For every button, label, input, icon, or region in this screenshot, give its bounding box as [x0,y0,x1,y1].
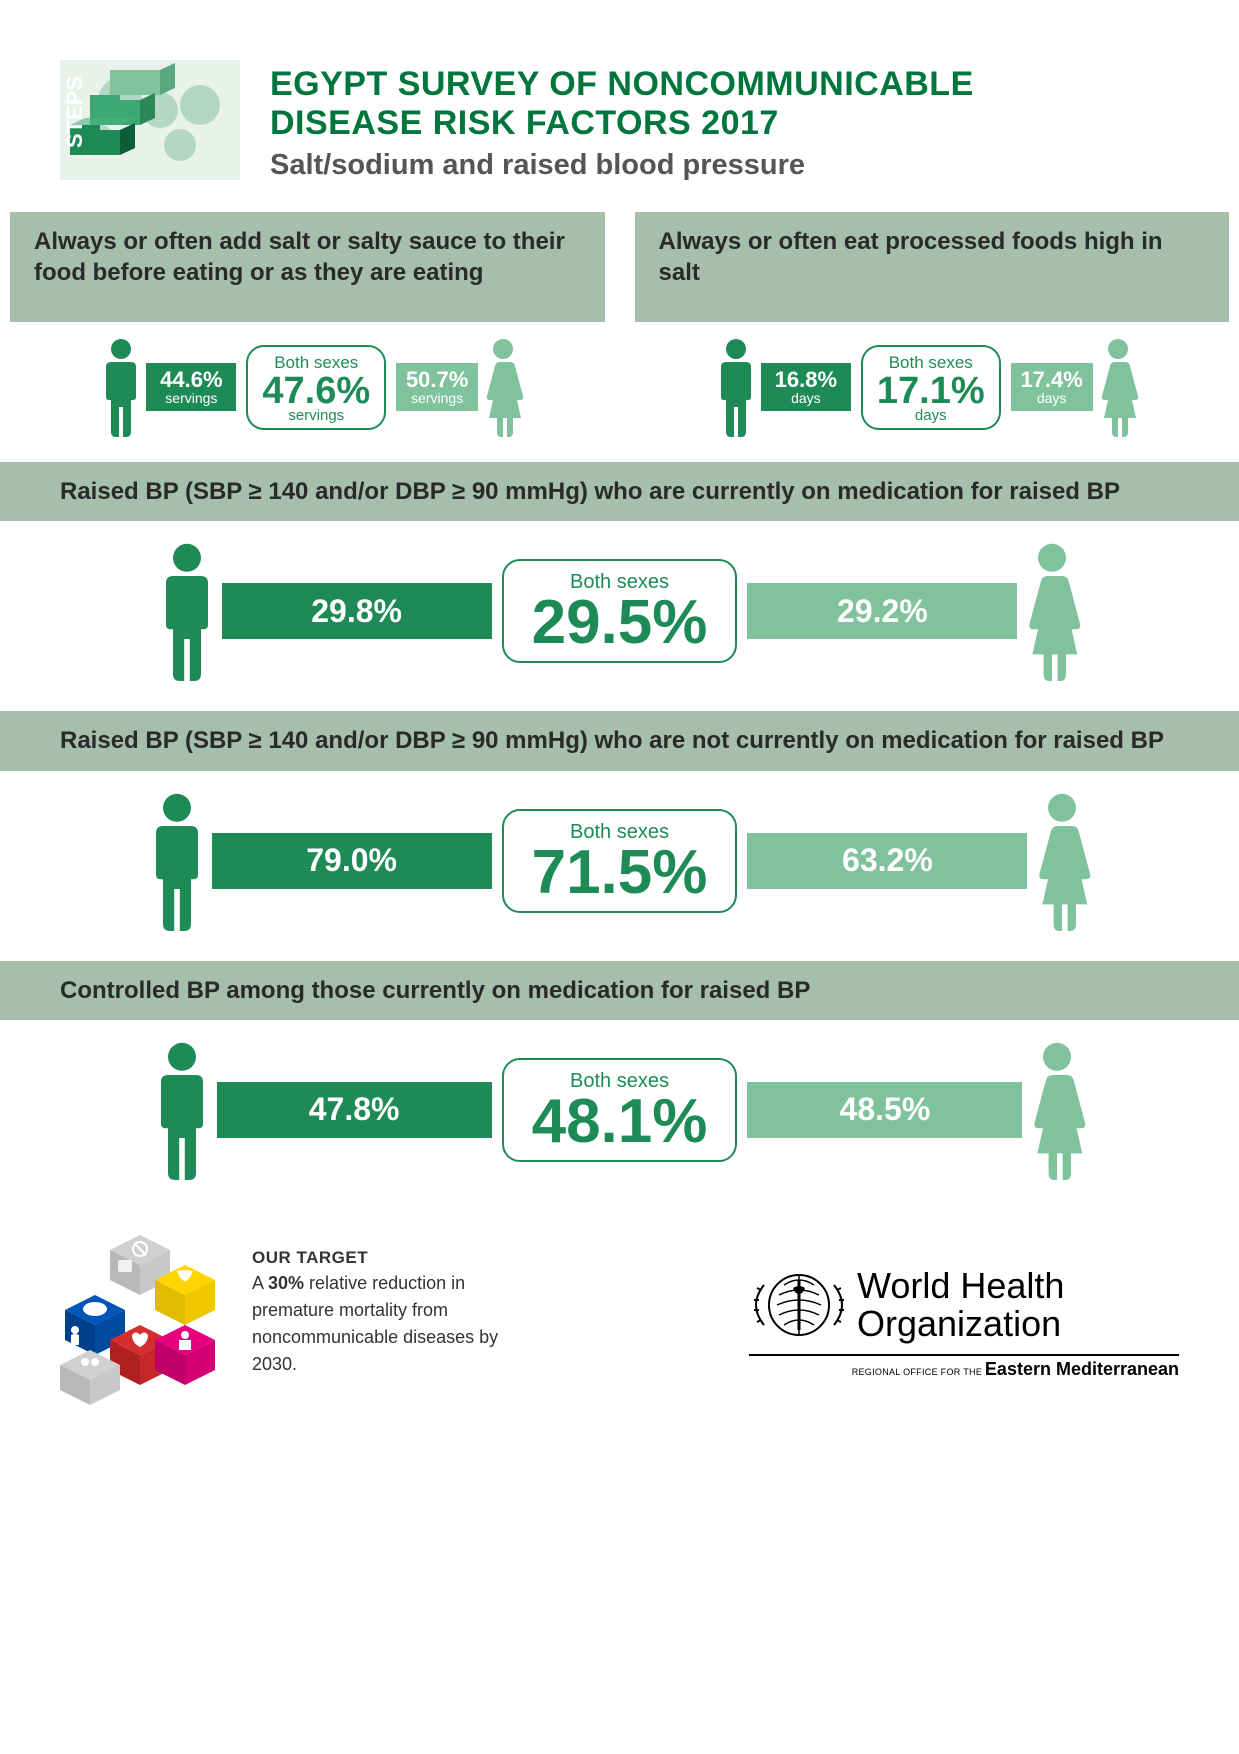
section-0-band: Raised BP (SBP ≥ 140 and/or DBP ≥ 90 mmH… [0,462,1239,521]
target-text: OUR TARGET A 30% relative reduction in p… [252,1230,512,1379]
section-1-male-bar: 79.0% [212,833,492,889]
salt-add-group: 44.6%servings Both sexes 47.6% servings … [20,337,605,437]
male-icon [711,337,761,437]
female-icon [1017,541,1087,681]
top-stats-row: 44.6%servings Both sexes 47.6% servings … [0,322,1239,462]
female-icon [1022,1040,1092,1180]
section-0-male-bar: 29.8% [222,583,492,639]
processed-both-box: Both sexes 17.1% days [861,345,1001,430]
section-2-both-box: Both sexes 48.1% [502,1058,738,1162]
male-icon [152,541,222,681]
section-2-female-bar: 48.5% [747,1082,1022,1138]
subtitle: Salt/sodium and raised blood pressure [270,149,974,182]
processed-female-bar: 17.4%days [1011,363,1093,411]
section-1-stat: 79.0% Both sexes 71.5% 63.2% [0,771,1239,961]
salt-add-both-box: Both sexes 47.6% servings [246,345,386,430]
section-0-female-bar: 29.2% [747,583,1017,639]
section-1-band: Raised BP (SBP ≥ 140 and/or DBP ≥ 90 mmH… [0,711,1239,770]
male-icon [142,791,212,931]
female-icon [1093,337,1143,437]
section-2-male-bar: 47.8% [217,1082,492,1138]
section-0-both-box: Both sexes 29.5% [502,559,738,663]
svg-text:STEPS: STEPS [62,76,87,148]
main-title-line1: EGYPT SURVEY OF NONCOMMUNICABLE [270,65,974,104]
who-region-line: REGIONAL OFFICE FOR THE Eastern Mediterr… [749,1354,1179,1380]
section-1-female-bar: 63.2% [747,833,1027,889]
main-title-line2: DISEASE RISK FACTORS 2017 [270,104,974,143]
salt-add-male-bar: 44.6%servings [146,363,236,411]
section-2-band: Controlled BP among those currently on m… [0,961,1239,1020]
top-two-col-band: Always or often add salt or salty sauce … [10,212,1229,322]
page-header: STEPS EGYPT SURVEY OF NONCOMMUNICABLE DI… [0,0,1239,212]
page-footer: OUR TARGET A 30% relative reduction in p… [0,1210,1239,1450]
who-emblem-icon [749,1260,849,1350]
panel-processed: Always or often eat processed foods high… [635,212,1230,322]
target-cubes-icon [40,1230,240,1410]
section-0-stat: 29.8% Both sexes 29.5% 29.2% [0,521,1239,711]
panel-salt-add: Always or often add salt or salty sauce … [10,212,605,322]
section-1-both-box: Both sexes 71.5% [502,809,738,913]
female-icon [478,337,528,437]
steps-logo-icon: STEPS [60,60,240,180]
male-icon [96,337,146,437]
who-logo: World Health Organization REGIONAL OFFIC… [749,1230,1179,1380]
processed-male-bar: 16.8%days [761,363,851,411]
male-icon [147,1040,217,1180]
salt-add-female-bar: 50.7%servings [396,363,478,411]
section-2-stat: 47.8% Both sexes 48.1% 48.5% [0,1020,1239,1210]
processed-group: 16.8%days Both sexes 17.1% days 17.4%day… [635,337,1220,437]
female-icon [1027,791,1097,931]
